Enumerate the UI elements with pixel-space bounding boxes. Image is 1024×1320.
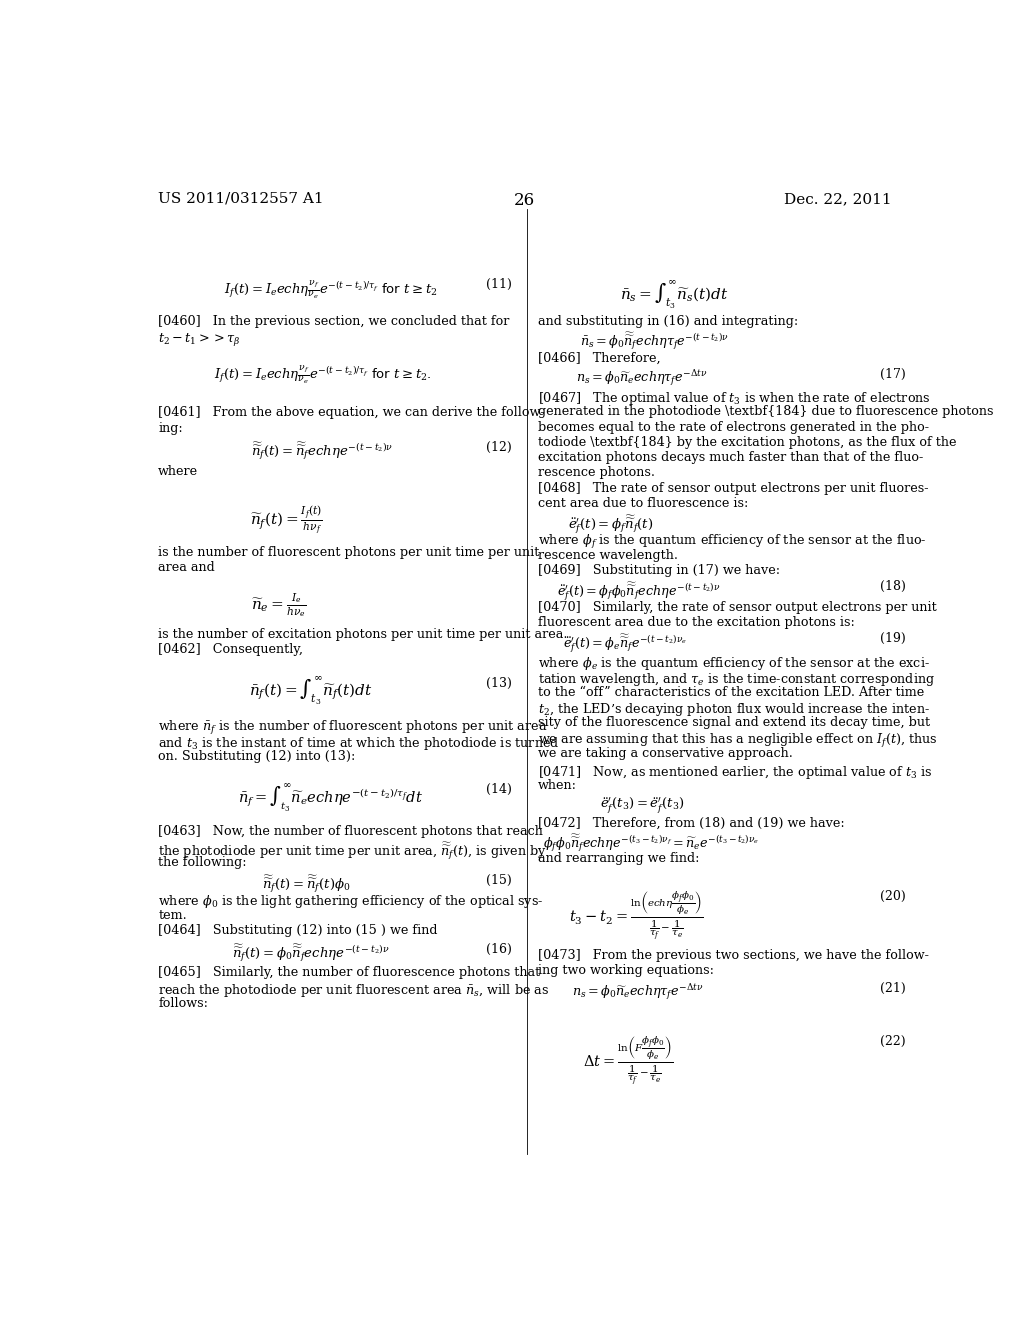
Text: $\bar{n}_f(t) = \int_{t_3}^{\infty} \widetilde{n}_f(t)dt$: $\bar{n}_f(t) = \int_{t_3}^{\infty} \wid…	[249, 675, 372, 708]
Text: the following:: the following:	[158, 855, 247, 869]
Text: [0471]   Now, as mentioned earlier, the optimal value of $t_3$ is: [0471] Now, as mentioned earlier, the op…	[539, 764, 933, 781]
Text: [0464]   Substituting (12) into (15 ) we find: [0464] Substituting (12) into (15 ) we f…	[158, 924, 437, 937]
Text: $\bar{n}_f = \int_{t_3}^{\infty} \widetilde{n}_e ech\eta e^{-(t-t_2)/\tau_f} dt$: $\bar{n}_f = \int_{t_3}^{\infty} \wideti…	[238, 781, 423, 813]
Text: sity of the fluorescence signal and extend its decay time, but: sity of the fluorescence signal and exte…	[539, 717, 931, 730]
Text: reach the photodiode per unit fluorescent area $\bar{n}_s$, will be as: reach the photodiode per unit fluorescen…	[158, 982, 550, 999]
Text: $\widetilde{\widetilde{n}}_f(t){=}\phi_0\widetilde{\widetilde{n}}_f ech\eta e^{-: $\widetilde{\widetilde{n}}_f(t){=}\phi_0…	[231, 942, 389, 965]
Text: the photodiode per unit time per unit area, $\widetilde{\widetilde{n}}_f(t)$, is: the photodiode per unit time per unit ar…	[158, 841, 547, 862]
Text: (17): (17)	[880, 368, 905, 380]
Text: we are taking a conservative approach.: we are taking a conservative approach.	[539, 747, 794, 760]
Text: area and: area and	[158, 561, 215, 574]
Text: $\widetilde{\widetilde{n}}_f(t){=}\widetilde{\widetilde{n}}_f(t)\phi_0$: $\widetilde{\widetilde{n}}_f(t){=}\widet…	[262, 874, 351, 895]
Text: Dec. 22, 2011: Dec. 22, 2011	[783, 191, 892, 206]
Text: where $\phi_f$ is the quantum efficiency of the sensor at the fluo-: where $\phi_f$ is the quantum efficiency…	[539, 533, 927, 552]
Text: on. Substituting (12) into (13):: on. Substituting (12) into (13):	[158, 750, 355, 763]
Text: [0463]   Now, the number of fluorescent photons that reach: [0463] Now, the number of fluorescent ph…	[158, 825, 543, 838]
Text: ing two working equations:: ing two working equations:	[539, 965, 715, 977]
Text: [0473]   From the previous two sections, we have the follow-: [0473] From the previous two sections, w…	[539, 949, 929, 962]
Text: tation wavelength, and $\tau_e$ is the time-constant corresponding: tation wavelength, and $\tau_e$ is the t…	[539, 671, 935, 688]
Text: rescence photons.: rescence photons.	[539, 466, 655, 479]
Text: $t_2$, the LED’s decaying photon flux would increase the inten-: $t_2$, the LED’s decaying photon flux wo…	[539, 701, 931, 718]
Text: where $\bar{n}_f$ is the number of fluorescent photons per unit area: where $\bar{n}_f$ is the number of fluor…	[158, 719, 548, 738]
Text: [0465]   Similarly, the number of fluorescence photons that: [0465] Similarly, the number of fluoresc…	[158, 966, 541, 979]
Text: [0467]   The optimal value of $t_3$ is when the rate of electrons: [0467] The optimal value of $t_3$ is whe…	[539, 391, 931, 407]
Text: [0470]   Similarly, the rate of sensor output electrons per unit: [0470] Similarly, the rate of sensor out…	[539, 601, 937, 614]
Text: [0461]   From the above equation, we can derive the follow-: [0461] From the above equation, we can d…	[158, 407, 545, 420]
Text: (21): (21)	[880, 982, 905, 995]
Text: is the number of fluorescent photons per unit time per unit: is the number of fluorescent photons per…	[158, 545, 540, 558]
Text: (15): (15)	[486, 874, 512, 887]
Text: where $\phi_e$ is the quantum efficiency of the sensor at the exci-: where $\phi_e$ is the quantum efficiency…	[539, 656, 930, 672]
Text: cent area due to fluorescence is:: cent area due to fluorescence is:	[539, 496, 749, 510]
Text: where $\phi_0$ is the light gathering efficiency of the optical sys-: where $\phi_0$ is the light gathering ef…	[158, 894, 544, 911]
Text: [0462]   Consequently,: [0462] Consequently,	[158, 643, 303, 656]
Text: to the “off” characteristics of the excitation LED. After time: to the “off” characteristics of the exci…	[539, 686, 925, 698]
Text: becomes equal to the rate of electrons generated in the pho-: becomes equal to the rate of electrons g…	[539, 421, 930, 434]
Text: when:: when:	[539, 779, 578, 792]
Text: $\ddot{e}^{\prime}_f(t){=}\phi_e\widetilde{\widetilde{n}}_f e^{-(t-t_2)\nu_e}$: $\ddot{e}^{\prime}_f(t){=}\phi_e\widetil…	[563, 632, 687, 655]
Text: US 2011/0312557 A1: US 2011/0312557 A1	[158, 191, 324, 206]
Text: and rearranging we find:: and rearranging we find:	[539, 851, 699, 865]
Text: is the number of excitation photons per unit time per unit area.: is the number of excitation photons per …	[158, 628, 567, 642]
Text: 26: 26	[514, 191, 536, 209]
Text: (20): (20)	[880, 890, 905, 903]
Text: $t_2-t_1>>\tau_{\beta}$: $t_2-t_1>>\tau_{\beta}$	[158, 331, 241, 348]
Text: we are assuming that this has a negligible effect on $I_f(t)$, thus: we are assuming that this has a negligib…	[539, 731, 938, 750]
Text: (22): (22)	[880, 1035, 905, 1048]
Text: $\widetilde{n}_e = \frac{I_e}{h\nu_e}$: $\widetilde{n}_e = \frac{I_e}{h\nu_e}$	[251, 591, 306, 619]
Text: ing:: ing:	[158, 421, 183, 434]
Text: [0466]   Therefore,: [0466] Therefore,	[539, 351, 660, 364]
Text: $t_3 - t_2 = \frac{\ln\!\left(ech\eta\dfrac{\phi_f\phi_0}{\phi_e}\right)}{\dfrac: $t_3 - t_2 = \frac{\ln\!\left(ech\eta\df…	[568, 890, 703, 944]
Text: where: where	[158, 466, 199, 478]
Text: $\phi_f\phi_0\widetilde{\widetilde{n}}_f ech\eta e^{-(t_3-t_2)\nu_f}{=}\widetild: $\phi_f\phi_0\widetilde{\widetilde{n}}_f…	[543, 833, 760, 854]
Text: $I_f(t) = I_e ech\eta \frac{\nu_f}{\nu_e} e^{-(t-t_2)/\tau_f}$ for $t \geq t_2$.: $I_f(t) = I_e ech\eta \frac{\nu_f}{\nu_e…	[214, 364, 431, 387]
Text: generated in the photodiode \textbf{184} due to fluorescence photons: generated in the photodiode \textbf{184}…	[539, 405, 993, 418]
Text: todiode \textbf{184} by the excitation photons, as the flux of the: todiode \textbf{184} by the excitation p…	[539, 436, 956, 449]
Text: follows:: follows:	[158, 997, 208, 1010]
Text: tem.: tem.	[158, 908, 187, 921]
Text: [0468]   The rate of sensor output electrons per unit fluores-: [0468] The rate of sensor output electro…	[539, 482, 929, 495]
Text: (14): (14)	[486, 783, 512, 796]
Text: (13): (13)	[486, 677, 512, 690]
Text: $n_s{=}\phi_0\widetilde{n}_e ech\eta\tau_f e^{-\Delta t\nu}$: $n_s{=}\phi_0\widetilde{n}_e ech\eta\tau…	[572, 982, 703, 1002]
Text: (18): (18)	[880, 581, 905, 593]
Text: rescence wavelength.: rescence wavelength.	[539, 549, 678, 562]
Text: fluorescent area due to the excitation photons is:: fluorescent area due to the excitation p…	[539, 615, 855, 628]
Text: $\ddot{e}^{\prime}_f(t_3){=}\ddot{e}^{\prime}_f(t_3)$: $\ddot{e}^{\prime}_f(t_3){=}\ddot{e}^{\p…	[600, 796, 685, 816]
Text: (11): (11)	[486, 279, 512, 292]
Text: $n_s{=}\phi_0\widetilde{n}_e ech\eta\tau_f e^{-\Delta t\nu}$: $n_s{=}\phi_0\widetilde{n}_e ech\eta\tau…	[577, 368, 708, 388]
Text: and $t_3$ is the instant of time at which the photodiode is turned: and $t_3$ is the instant of time at whic…	[158, 735, 560, 751]
Text: [0460]   In the previous section, we concluded that for: [0460] In the previous section, we concl…	[158, 315, 510, 327]
Text: and substituting in (16) and integrating:: and substituting in (16) and integrating…	[539, 315, 799, 327]
Text: $\ddot{e}^{\prime}_f(t){=}\phi_f\phi_0\widetilde{\widetilde{n}}_f ech\eta e^{-(t: $\ddot{e}^{\prime}_f(t){=}\phi_f\phi_0\w…	[557, 581, 720, 603]
Text: $\ddot{e}^{\prime}_f(t){=}\phi_f\widetilde{\widetilde{n}}_f(t)$: $\ddot{e}^{\prime}_f(t){=}\phi_f\widetil…	[568, 513, 654, 536]
Text: [0472]   Therefore, from (18) and (19) we have:: [0472] Therefore, from (18) and (19) we …	[539, 817, 845, 830]
Text: $\Delta t = \frac{\ln\!\left(F\dfrac{\phi_f\phi_0}{\phi_e}\right)}{\dfrac{1}{\ta: $\Delta t = \frac{\ln\!\left(F\dfrac{\ph…	[583, 1035, 673, 1088]
Text: (12): (12)	[486, 441, 512, 454]
Text: $\widetilde{n}_f(t) = \frac{I_f(t)}{h\nu_f}$: $\widetilde{n}_f(t) = \frac{I_f(t)}{h\nu…	[250, 504, 324, 536]
Text: (16): (16)	[486, 942, 512, 956]
Text: $\bar{n}_s{=}\phi_0\widetilde{\widetilde{n}}_f ech\eta\tau_f e^{-(t-t_2)\nu}$: $\bar{n}_s{=}\phi_0\widetilde{\widetilde…	[581, 331, 729, 352]
Text: $\widetilde{\widetilde{n}}_f(t){=}\widetilde{\widetilde{n}}_f ech\eta e^{-(t-t_2: $\widetilde{\widetilde{n}}_f(t){=}\widet…	[251, 441, 393, 462]
Text: [0469]   Substituting in (17) we have:: [0469] Substituting in (17) we have:	[539, 564, 780, 577]
Text: excitation photons decays much faster than that of the fluo-: excitation photons decays much faster th…	[539, 451, 924, 465]
Text: $\bar{n}_s = \int_{t_3}^{\infty} \widetilde{n}_s(t)dt$: $\bar{n}_s = \int_{t_3}^{\infty} \wideti…	[620, 279, 728, 310]
Text: $I_f(t) = I_e ech\eta \frac{\nu_f}{\nu_e} e^{-(t-t_2)/\tau_f}$ for $t \geq t_2$: $I_f(t) = I_e ech\eta \frac{\nu_f}{\nu_e…	[223, 279, 437, 301]
Text: (19): (19)	[880, 632, 905, 645]
